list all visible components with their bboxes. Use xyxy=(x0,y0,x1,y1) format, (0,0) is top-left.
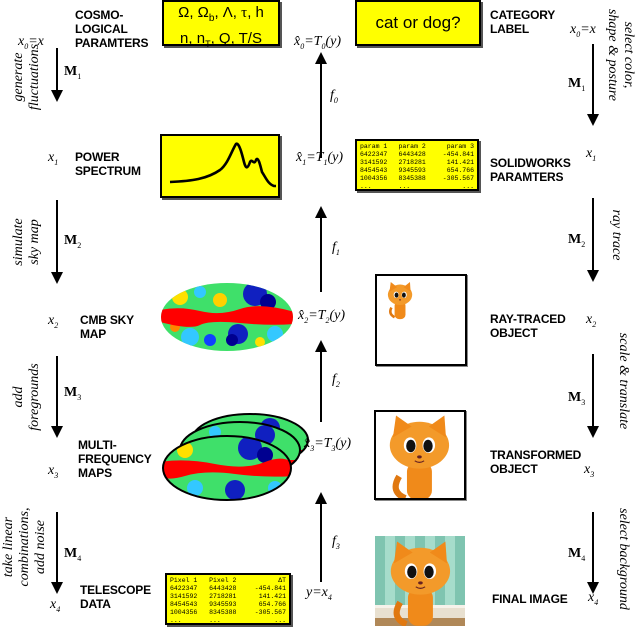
left-m2-label: M2 xyxy=(64,233,82,250)
left-m3-label: M3 xyxy=(64,385,82,402)
left-m1-arrow xyxy=(51,48,63,102)
right-m4-label: M4 xyxy=(568,546,586,563)
cmb-sky-map-image xyxy=(160,282,295,357)
right-m4-arrow xyxy=(587,512,599,594)
cosmological-parameters-box: Ω, Ωb, Λ, τ, h n, nT, Q, T/S xyxy=(162,0,280,49)
transformed-object-image xyxy=(374,410,466,502)
final-image xyxy=(375,536,465,626)
large-cat-icon xyxy=(389,415,450,502)
middle-y-equals-x4: y=x4 xyxy=(306,585,332,602)
middle-x0-hat-estimate: x̂0=T0(y) xyxy=(294,34,341,51)
transformed-object-label: TRANSFORMED OBJECT xyxy=(490,448,582,476)
left-m1-description: generate fluctuations xyxy=(11,43,42,111)
right-m2-arrow xyxy=(587,198,599,282)
power-spectrum-plot xyxy=(160,134,280,198)
telescope-data-label: TELESCOPE DATA xyxy=(80,583,151,611)
cosmological-parameters-label: COSMO- LOGICAL PARAMTERS xyxy=(75,8,149,50)
left-x0-label: x0=x xyxy=(18,34,44,51)
small-cat-icon xyxy=(387,282,413,320)
middle-x2-hat-estimate: x̂2=T2(y) xyxy=(298,308,345,325)
f3-arrow xyxy=(315,492,327,582)
right-x2-label: x2 xyxy=(586,312,597,329)
left-m2-description: simulate sky map xyxy=(11,218,42,266)
category-label-box: cat or dog? xyxy=(355,0,481,46)
multi-frequency-maps-label: MULTI- FREQUENCY MAPS xyxy=(78,438,152,480)
power-spectrum-curve-icon xyxy=(169,142,276,188)
right-x0-label: x0=x xyxy=(570,22,596,39)
f2-arrow xyxy=(315,340,327,422)
ray-traced-object-label: RAY-TRACED OBJECT xyxy=(490,312,566,340)
category-label-label: CATEGORY LABEL xyxy=(490,8,556,36)
right-m3-arrow xyxy=(587,354,599,438)
left-m3-description: add foregrounds xyxy=(11,363,42,431)
left-x1-label: x1 xyxy=(48,150,59,167)
right-m3-label: M3 xyxy=(568,390,586,407)
left-m4-arrow xyxy=(51,512,63,594)
right-m2-description: ray trace xyxy=(609,209,624,261)
power-spectrum-label: POWER SPECTRUM xyxy=(75,150,141,178)
right-x3-label: x3 xyxy=(584,462,595,479)
telescope-data-table: Pixel 1 Pixel 2 ΔT 6422347 6443428 -454.841 … xyxy=(165,573,291,625)
solidworks-parameters-table: param 1 param 2 param 3 6422347 6443428 -454… xyxy=(355,139,479,191)
right-x1-label: x1 xyxy=(586,146,597,163)
right-m1-description: select color, shape & posture xyxy=(605,8,636,102)
solidworks-parameters-label: SOLIDWORKS PARAMTERS xyxy=(490,156,571,184)
left-x4-label: x4 xyxy=(50,597,61,614)
left-x3-label: x3 xyxy=(48,463,59,480)
f0-label: f0 xyxy=(330,88,338,105)
ray-traced-object-image xyxy=(375,274,467,366)
f1-arrow xyxy=(315,206,327,292)
f2-label: f2 xyxy=(332,372,340,389)
right-m4-description: select background xyxy=(616,508,631,610)
f3-label: f3 xyxy=(332,534,340,551)
right-m1-arrow xyxy=(587,44,599,126)
right-m1-label: M1 xyxy=(568,76,586,93)
right-x4-label: x4 xyxy=(588,590,599,607)
right-m2-label: M2 xyxy=(568,232,586,249)
left-m2-arrow xyxy=(51,200,63,284)
middle-x1-hat-estimate: x̂1=T1(y) xyxy=(296,150,343,167)
cmb-sky-map-label: CMB SKY MAP xyxy=(80,313,134,341)
f0-arrow xyxy=(315,52,327,158)
left-m4-description: take linear combinations, add noise xyxy=(1,507,48,587)
left-m4-label: M4 xyxy=(64,546,82,563)
final-image-label: FINAL IMAGE xyxy=(492,592,568,606)
left-m3-arrow xyxy=(51,356,63,438)
middle-x3-hat-estimate: x̂3=T3(y) xyxy=(304,436,351,453)
f1-label: f1 xyxy=(332,240,340,257)
left-x2-label: x2 xyxy=(48,313,59,330)
right-m3-description: scale & translate xyxy=(616,332,631,430)
multi-frequency-maps-image xyxy=(155,410,315,515)
cat-with-background-icon xyxy=(390,541,451,626)
left-m1-label: M1 xyxy=(64,64,82,81)
